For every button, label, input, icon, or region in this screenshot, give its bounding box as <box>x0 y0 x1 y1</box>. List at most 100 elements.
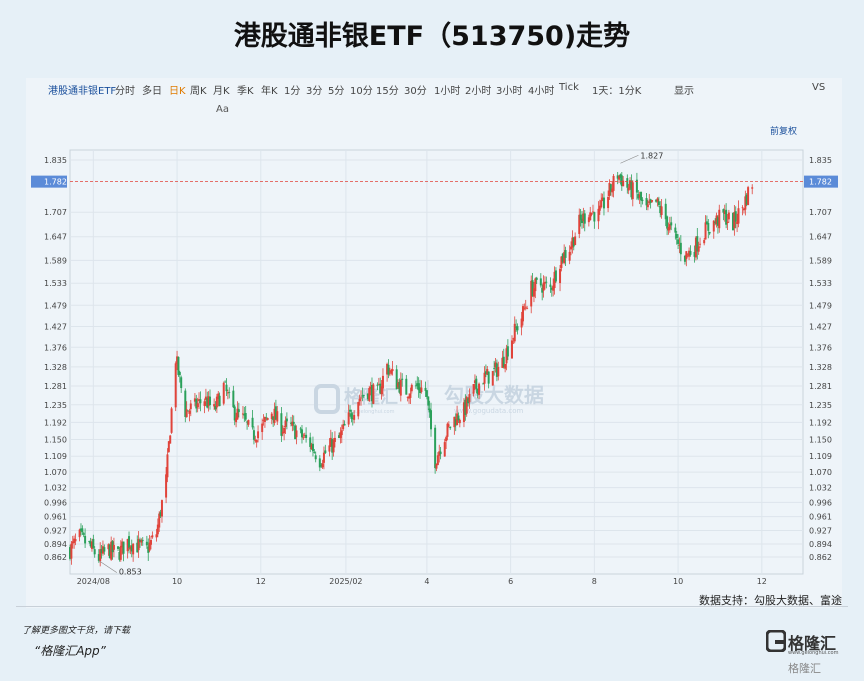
candle-body-10 <box>88 541 91 542</box>
candle-body-139 <box>333 437 336 442</box>
candle-body-332 <box>705 221 708 225</box>
candle-body-180 <box>414 385 417 387</box>
candle-body-88 <box>236 408 239 420</box>
candle-body-66 <box>195 398 198 409</box>
candle-body-303 <box>649 199 652 203</box>
toolbar-item-4[interactable]: 周K <box>190 86 207 97</box>
toolbar-item-8[interactable]: 1分 <box>284 86 301 97</box>
candle-body-246 <box>541 287 544 293</box>
candle-body-269 <box>583 213 586 224</box>
candle-body-150 <box>357 402 360 417</box>
candle-body-54 <box>170 408 173 433</box>
candle-body-194 <box>439 451 442 455</box>
promo-line-2: “格隆汇App” <box>34 644 106 658</box>
candle-body-208 <box>467 398 470 404</box>
candle-body-120 <box>299 428 302 430</box>
candle-body-307 <box>657 201 660 206</box>
toolbar-item-7[interactable]: 年K <box>261 86 278 97</box>
candle-body-187 <box>427 396 430 406</box>
candle-body-337 <box>715 215 718 225</box>
candle-body-346 <box>733 212 736 229</box>
candle-body-248 <box>543 281 546 284</box>
candle-body-167 <box>388 371 391 373</box>
toolbar-item-1[interactable]: 分时 <box>115 86 135 97</box>
candle-body-276 <box>598 205 601 211</box>
promo-line-1: 了解更多图文干货，请下载 <box>22 626 131 636</box>
toolbar-item-17[interactable]: 4小时 <box>528 86 555 97</box>
toolbar-item-12[interactable]: 15分 <box>376 86 399 97</box>
toolbar-item-3[interactable]: 日K <box>169 86 186 97</box>
candle-body-262 <box>571 237 574 248</box>
candle-body-92 <box>244 412 247 420</box>
y-tick-left-13: 1.150 <box>44 435 67 444</box>
candle-body-61 <box>185 409 188 418</box>
candle-body-270 <box>587 217 590 223</box>
candle-body-293 <box>630 180 633 198</box>
candle-body-28 <box>121 541 124 548</box>
toolbar-item-5[interactable]: 月K <box>213 86 230 97</box>
toolbar-item-13[interactable]: 30分 <box>404 86 427 97</box>
y-tick-left-7: 1.427 <box>44 322 67 331</box>
candle-body-131 <box>320 465 323 467</box>
candle-body-108 <box>274 406 277 420</box>
toolbar-item-9[interactable]: 3分 <box>306 86 323 97</box>
candle-body-47 <box>158 513 161 528</box>
candle-body-86 <box>233 406 236 421</box>
toolbar-item-18[interactable]: Tick <box>559 82 579 93</box>
candle-body-257 <box>561 253 564 262</box>
candle-body-323 <box>688 250 691 257</box>
candle-body-140 <box>338 435 341 438</box>
logo-g-icon <box>766 630 786 652</box>
toolbar-item-16[interactable]: 3小时 <box>496 86 523 97</box>
annotation-leader-1 <box>98 560 117 573</box>
candle-body-200 <box>453 416 456 428</box>
toolbar-item-2[interactable]: 多日 <box>142 86 162 97</box>
candle-body-65 <box>193 398 196 402</box>
toolbar-item-15[interactable]: 2小时 <box>465 86 492 97</box>
candle-body-313 <box>668 224 671 230</box>
candle-body-41 <box>147 546 150 553</box>
y-tick-right-19: 0.927 <box>809 526 832 535</box>
candle-body-222 <box>494 362 497 368</box>
candle-body-271 <box>589 212 592 221</box>
candle-body-229 <box>506 346 509 357</box>
candle-body-42 <box>148 542 151 551</box>
toolbar-item-11[interactable]: 10分 <box>350 86 373 97</box>
candle-body-101 <box>262 419 265 421</box>
candle-body-12 <box>90 541 93 549</box>
logo-domain: www.gelonghui.com <box>788 650 839 656</box>
text-tool-button[interactable]: Aa <box>216 104 229 115</box>
adjust-mode-label[interactable]: 前复权 <box>770 127 798 137</box>
y-tick-left-9: 1.328 <box>44 363 67 372</box>
candle-body-224 <box>497 366 500 377</box>
candle-body-310 <box>664 203 667 220</box>
candle-body-96 <box>252 430 255 440</box>
candle-body-343 <box>726 221 729 224</box>
toolbar-item-10[interactable]: 5分 <box>328 86 345 97</box>
candle-body-87 <box>235 417 238 423</box>
candle-body-171 <box>397 382 400 388</box>
candle-body-311 <box>666 216 669 229</box>
candle-body-326 <box>694 237 697 258</box>
candle-body-297 <box>638 194 641 198</box>
candle-body-252 <box>552 285 555 291</box>
candle-body-227 <box>504 363 507 369</box>
candle-body-306 <box>656 198 659 202</box>
candle-body-161 <box>377 384 380 386</box>
candle-body-115 <box>289 422 292 424</box>
toolbar-item-21[interactable]: VS <box>812 82 826 93</box>
toolbar-item-20[interactable]: 显示 <box>674 86 694 97</box>
toolbar-item-0[interactable]: 港股通非银ETF <box>48 86 117 97</box>
candle-body-212 <box>475 378 478 389</box>
candle-body-335 <box>712 220 715 232</box>
candle-body-81 <box>224 381 227 383</box>
toolbar-item-6[interactable]: 季K <box>237 86 254 97</box>
candle-body-17 <box>100 549 103 554</box>
candle-body-218 <box>486 369 489 375</box>
candle-body-243 <box>534 278 537 292</box>
candle-body-173 <box>399 379 402 396</box>
candle-body-144 <box>343 423 346 426</box>
candle-body-89 <box>237 409 240 413</box>
toolbar-item-14[interactable]: 1小时 <box>434 86 461 97</box>
toolbar-item-19[interactable]: 1天：1分K <box>592 86 642 97</box>
